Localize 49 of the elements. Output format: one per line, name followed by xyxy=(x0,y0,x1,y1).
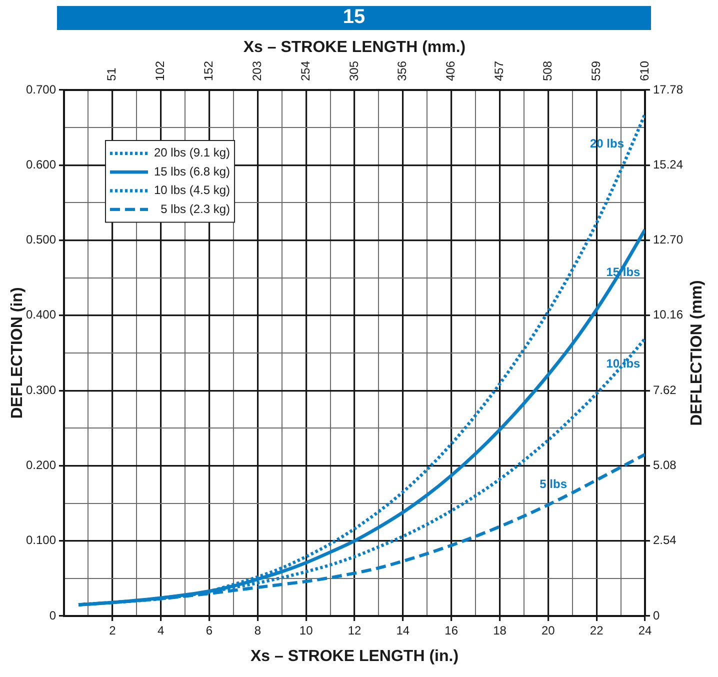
y-tick-label: 0.200 xyxy=(26,458,56,472)
y2-tick-label: 2.54 xyxy=(653,533,677,548)
legend-label: 20 lbs (9.1 kg) xyxy=(154,146,230,160)
y-tick-label: 0.500 xyxy=(26,232,56,247)
x2-tick-label: 610 xyxy=(637,60,652,81)
y-tick-label: 0.700 xyxy=(26,82,56,96)
y2-tick-label: 7.62 xyxy=(653,382,677,397)
legend-label: 15 lbs (6.8 kg) xyxy=(154,164,230,178)
y2-axis-title: DEFLECTION (mm) xyxy=(688,280,706,426)
annotation: 5 lbs xyxy=(540,476,568,491)
x-tick-label: 12 xyxy=(348,624,362,638)
y-tick-label: 0.400 xyxy=(26,308,56,322)
legend-label: 10 lbs (4.5 kg) xyxy=(154,183,230,198)
x-tick-label: 2 xyxy=(109,624,116,638)
x-tick-label: 22 xyxy=(590,624,604,638)
y-tick-label: 0.300 xyxy=(26,382,56,397)
x2-tick-label: 203 xyxy=(250,60,264,81)
x2-tick-label: 102 xyxy=(153,60,168,81)
y-tick-label: 0.100 xyxy=(26,533,56,548)
y2-tick-label: 15.24 xyxy=(653,157,684,172)
y2-tick-label: 10.16 xyxy=(653,308,684,322)
x-tick-label: 24 xyxy=(638,624,652,638)
x-tick-label: 20 xyxy=(541,624,556,638)
x2-tick-label: 457 xyxy=(492,60,506,81)
x-tick-label: 6 xyxy=(206,624,213,638)
y2-tick-label: 17.78 xyxy=(653,82,684,96)
x2-tick-label: 406 xyxy=(444,60,458,81)
x-tick-label: 10 xyxy=(299,624,314,638)
x-tick-label: 4 xyxy=(157,624,164,638)
x2-tick-label: 356 xyxy=(395,60,410,81)
x2-tick-label: 559 xyxy=(588,60,603,81)
x-axis-title: Xs – STROKE LENGTH (in.) xyxy=(250,648,459,665)
x2-tick-label: 152 xyxy=(202,60,216,81)
x2-tick-label: 51 xyxy=(104,67,119,81)
x-tick-label: 16 xyxy=(444,624,458,638)
x-tick-label: 14 xyxy=(396,624,410,638)
y2-tick-label: 0 xyxy=(653,608,660,622)
x-tick-label: 8 xyxy=(254,624,262,638)
y-axis-title: DEFLECTION (in) xyxy=(9,287,26,419)
x2-tick-label: 305 xyxy=(346,60,361,81)
y2-tick-label: 5.08 xyxy=(653,458,677,472)
x2-axis-title: Xs – STROKE LENGTH (mm.) xyxy=(243,39,466,56)
x2-tick-label: 254 xyxy=(298,60,312,81)
y-tick-label: 0.600 xyxy=(26,157,56,172)
y2-tick-label: 12.70 xyxy=(653,232,684,247)
y-tick-label: 0 xyxy=(49,608,56,622)
x-tick-label: 18 xyxy=(493,624,507,638)
legend-label: 5 lbs (2.3 kg) xyxy=(160,202,230,216)
x2-tick-label: 508 xyxy=(540,60,554,81)
